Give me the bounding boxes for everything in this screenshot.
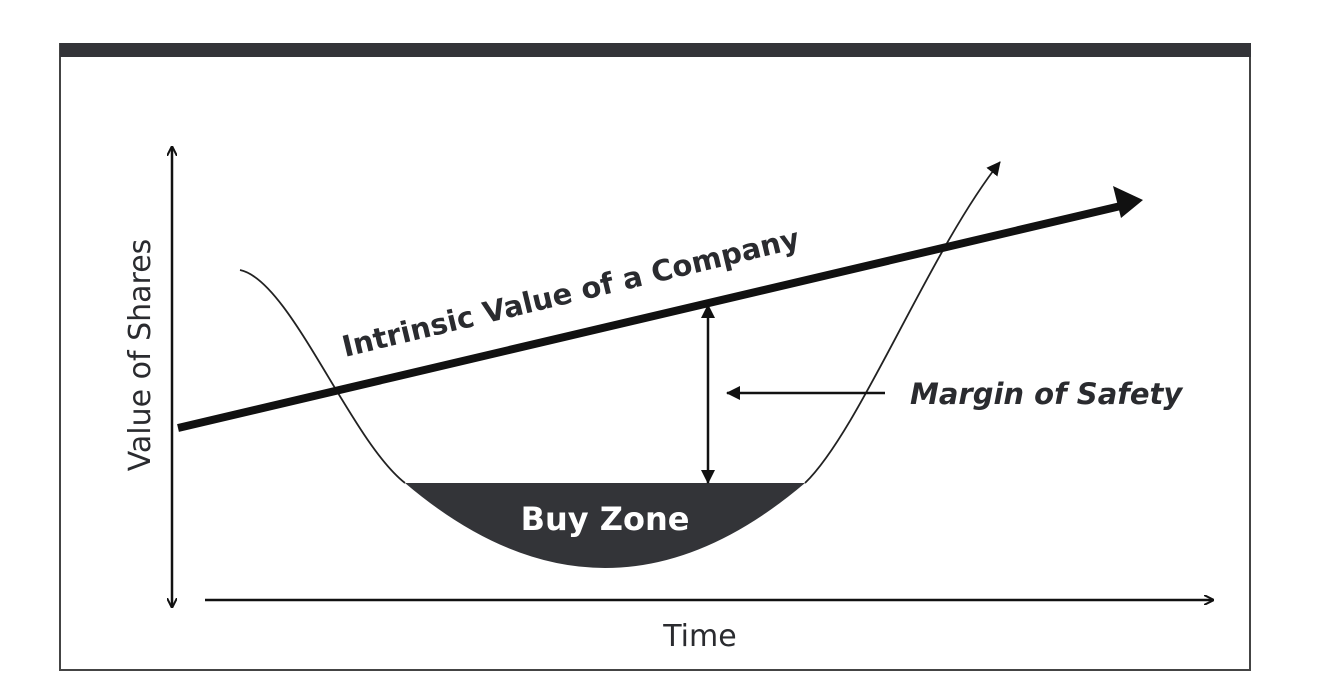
intrinsic-value-arrowhead [1113,186,1143,218]
intrinsic-value-line [177,201,1126,432]
share-price-curve-right [804,161,1001,484]
frame-header-bar [60,43,1251,57]
buy-zone-label: Buy Zone [521,500,690,538]
frame [59,43,1251,671]
y-axis-label: Value of Shares [123,239,158,472]
buy-zone [405,483,805,568]
share-price-curve-left [239,269,406,484]
margin-of-safety-label: Margin of Safety [910,377,1183,411]
x-axis-label: Time [662,619,736,654]
